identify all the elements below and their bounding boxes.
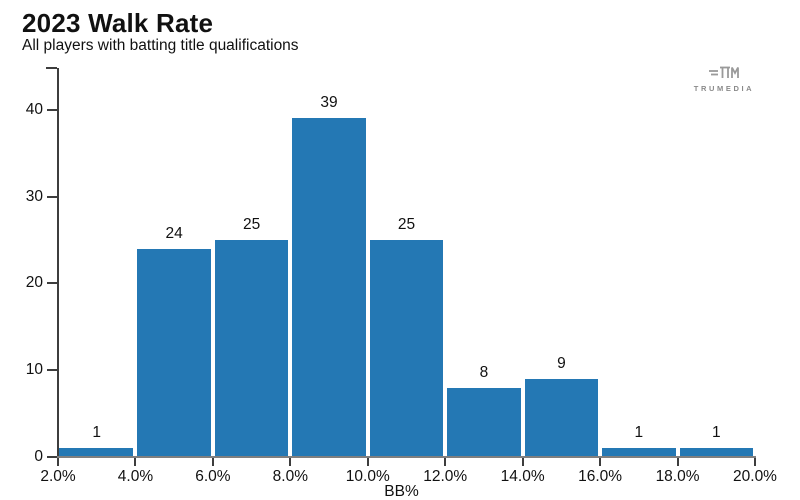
x-tick-label: 8.0% (272, 468, 308, 485)
x-tick (134, 458, 137, 466)
chart-title: 2023 Walk Rate (22, 8, 214, 38)
trumedia-tm-icon (709, 66, 739, 78)
x-tick (366, 458, 369, 466)
bar-value-label: 9 (557, 354, 566, 372)
histogram-bar (137, 248, 211, 457)
histogram-bar (679, 448, 753, 457)
y-tick (47, 456, 57, 458)
y-tick-label: 0 (34, 448, 43, 465)
x-tick (57, 458, 59, 466)
x-tick (599, 458, 602, 466)
x-axis-title: BB% (384, 483, 419, 500)
bar-value-label: 24 (165, 224, 183, 242)
y-tick-label: 40 (25, 100, 43, 118)
x-tick-label: 4.0% (117, 468, 154, 485)
y-tick-label: 10 (25, 361, 43, 379)
x-tick-label: 10.0% (345, 468, 390, 485)
chart-subtitle: All players with batting title qualifica… (22, 37, 299, 54)
histogram-bar (292, 118, 366, 457)
x-tick (289, 458, 292, 466)
bar-value-label: 1 (634, 424, 644, 442)
x-tick-label: 6.0% (195, 468, 231, 485)
trumedia-logo: TRUMEDIA (688, 64, 760, 93)
y-tick (47, 282, 57, 285)
bar-value-label: 1 (711, 424, 721, 442)
x-tick-label: 18.0% (655, 468, 700, 485)
histogram-bar (369, 239, 444, 457)
bar-value-label: 1 (92, 424, 102, 442)
x-tick (521, 458, 524, 466)
trumedia-logo-text: TRUMEDIA (693, 84, 755, 93)
histogram-bar (602, 448, 676, 457)
x-tick-label: 2.0% (40, 468, 76, 485)
x-tick-label: 16.0% (578, 468, 623, 485)
x-axis-line (56, 456, 756, 458)
x-tick (754, 458, 756, 466)
y-tick (47, 108, 57, 111)
histogram-bar (214, 239, 289, 457)
y-tick (47, 369, 57, 372)
y-axis-top-cap (46, 67, 57, 69)
x-tick (211, 458, 214, 466)
y-axis-line (56, 68, 59, 457)
bar-value-label: 25 (242, 215, 261, 233)
x-tick-label: 14.0% (500, 468, 545, 485)
bar-value-label: 25 (397, 215, 416, 233)
x-tick (444, 458, 447, 466)
bar-value-label: 8 (479, 363, 489, 381)
y-tick (47, 195, 57, 198)
x-tick-label: 12.0% (423, 468, 468, 485)
x-tick (676, 458, 679, 466)
y-tick-label: 20 (25, 274, 43, 292)
histogram-bar (59, 448, 134, 457)
x-tick-label: 20.0% (733, 468, 777, 485)
histogram-bar (524, 378, 599, 457)
bar-value-label: 39 (320, 94, 338, 112)
histogram-bar (447, 387, 521, 457)
y-tick-label: 30 (25, 187, 43, 205)
